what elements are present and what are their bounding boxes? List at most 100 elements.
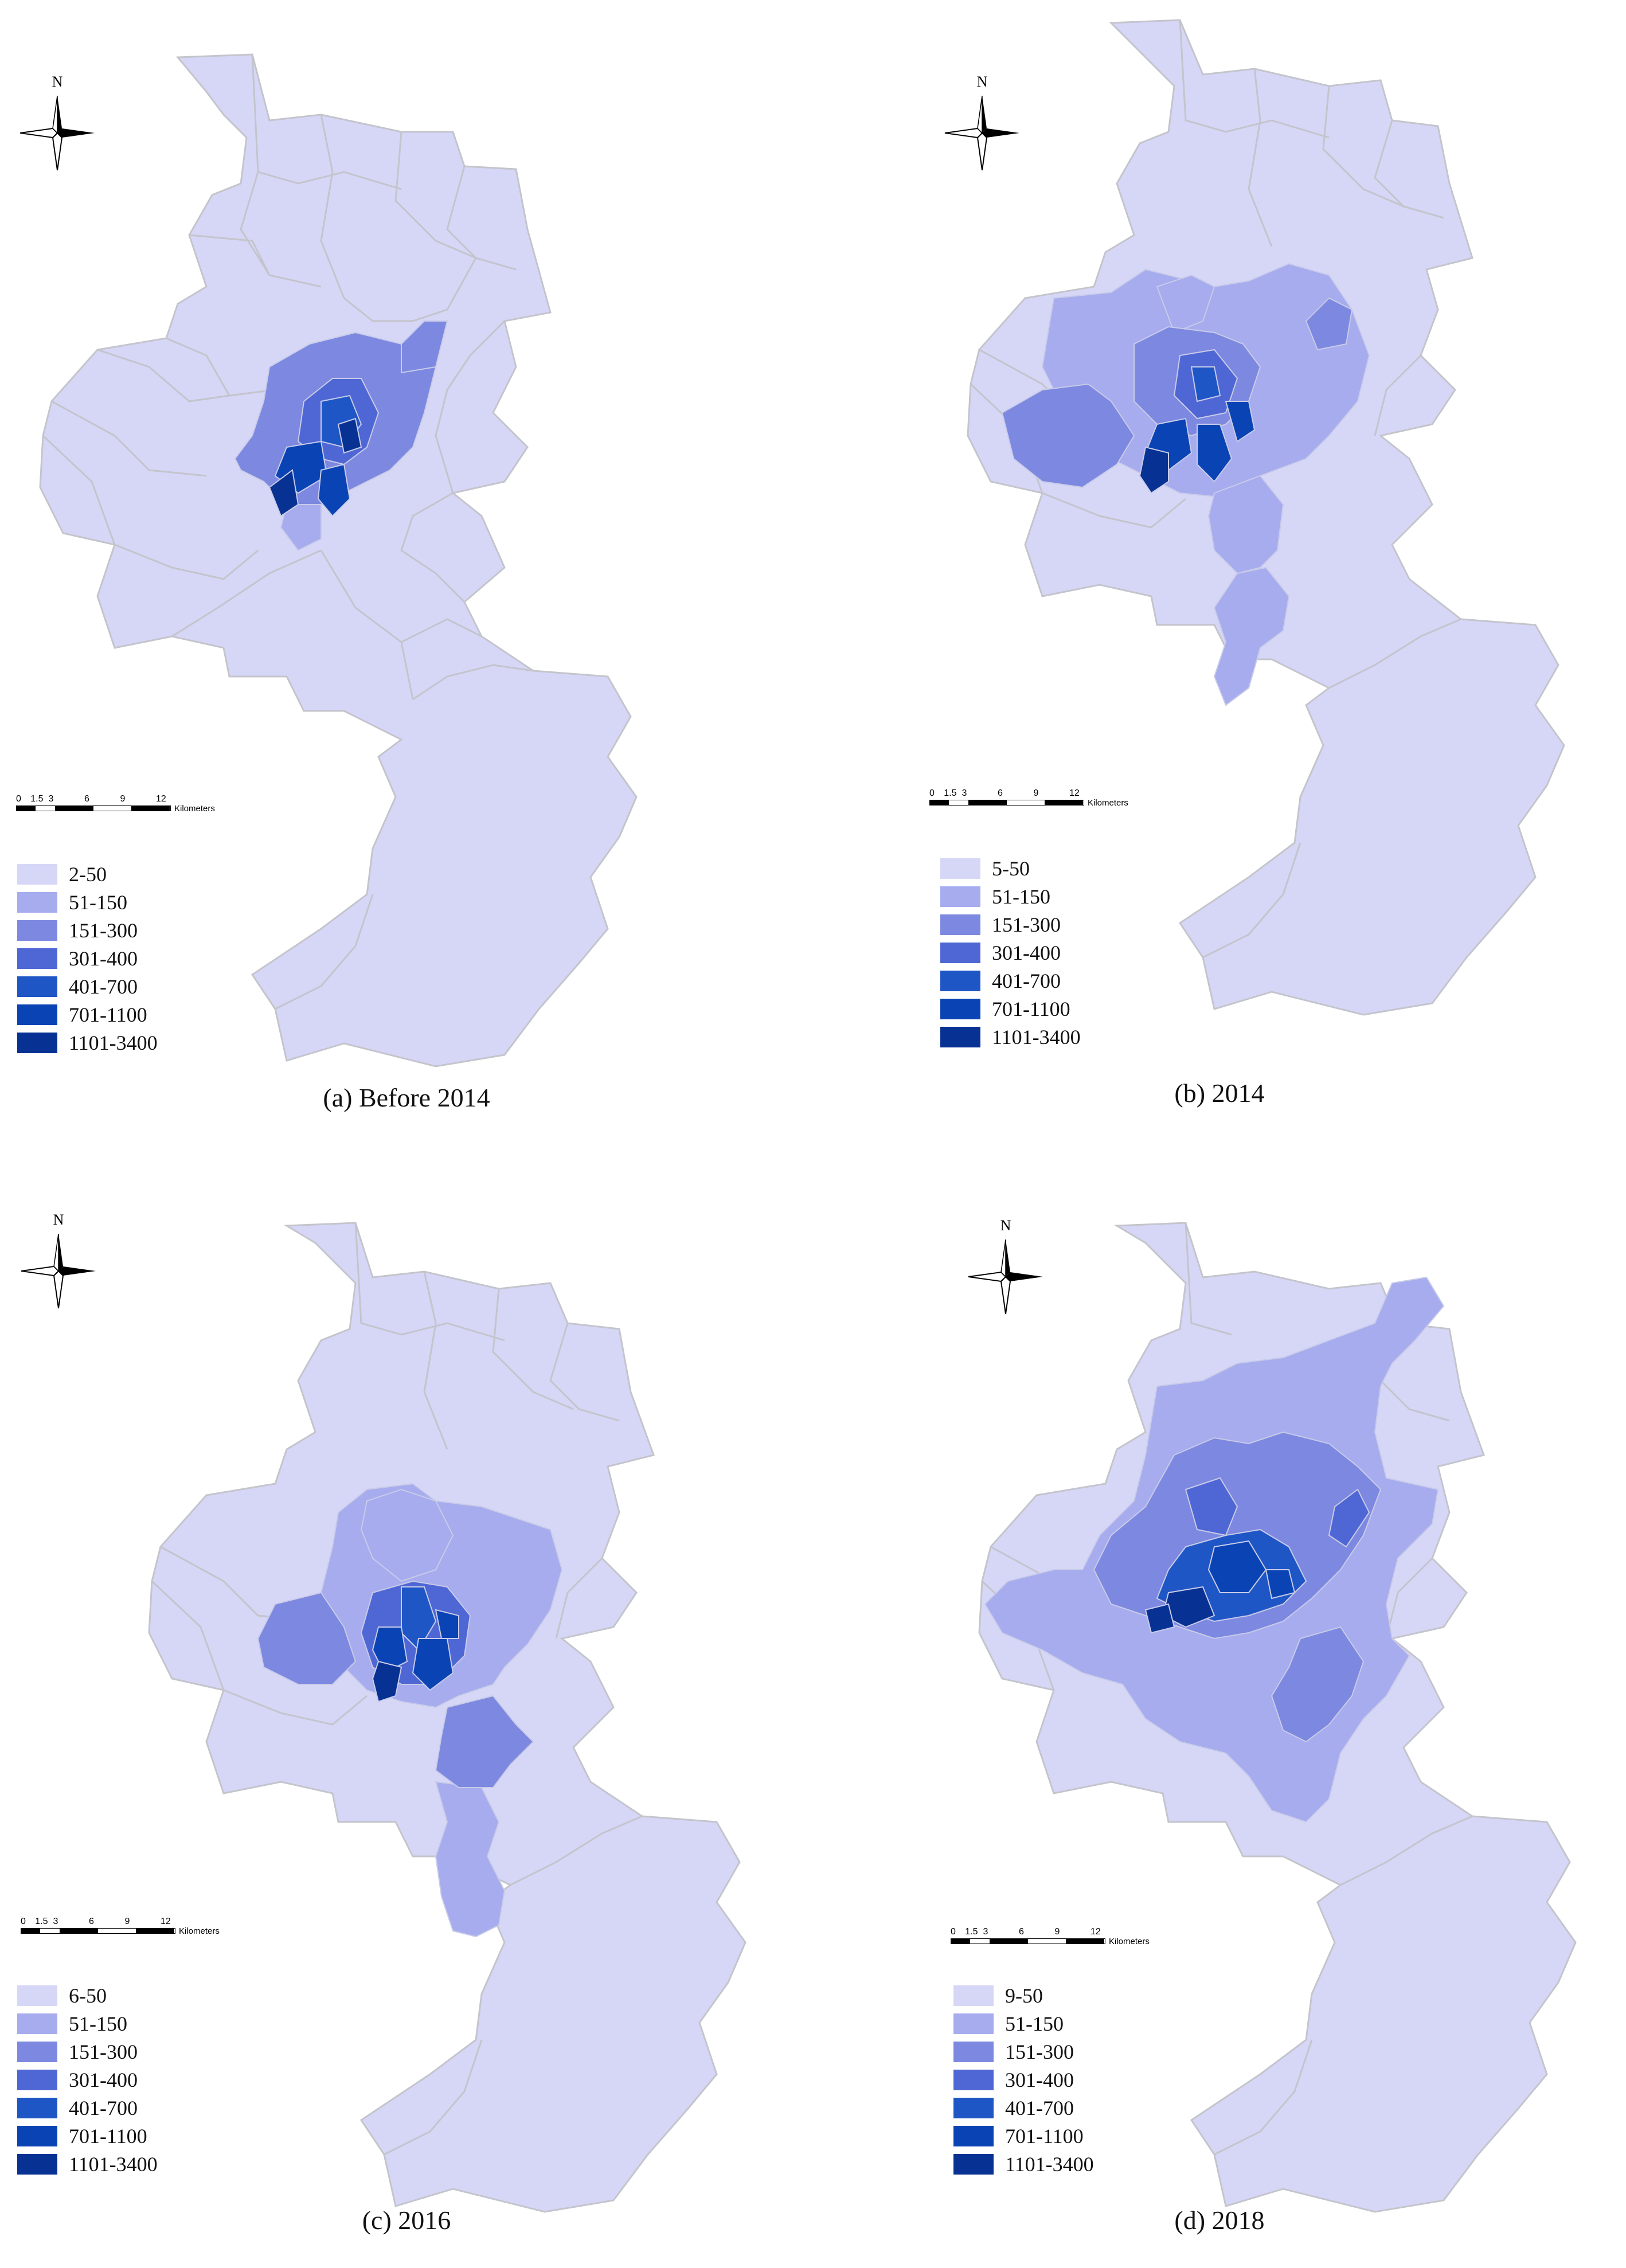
scale-tick-label: 12 — [156, 794, 166, 804]
scale-tick-label: 1.5 — [965, 1927, 978, 1937]
legend-item: 301-400 — [17, 2066, 224, 2094]
legend-label: 6-50 — [69, 1984, 107, 2007]
scale-tick-label: 0 — [929, 788, 935, 798]
legend-item: 151-300 — [940, 910, 1147, 939]
legend-swatch — [940, 970, 980, 991]
legend-item: 701-1100 — [17, 2122, 224, 2150]
scale-tick-label: 12 — [1069, 788, 1080, 798]
legend-item: 51-150 — [17, 2009, 224, 2038]
scale-tick-label: 12 — [161, 1917, 171, 1926]
legend-label: 701-1100 — [1005, 2124, 1084, 2148]
legend-label: 301-400 — [69, 2068, 138, 2091]
legend-label: 401-700 — [69, 2096, 138, 2120]
scale-unit: Kilometers — [179, 1926, 220, 1936]
scale-tick-label: 12 — [1090, 1927, 1101, 1937]
map-panel-2014: N 0 1.5 3 6 9 12 Kilometers 5-50 51-150 151-300… — [813, 0, 1626, 1134]
legend-swatch — [17, 2125, 57, 2146]
legend-swatch — [940, 1026, 980, 1047]
legend: 5-50 51-150 151-300 301-400 401-700 701-1100 1… — [940, 854, 1147, 1051]
scale-segment — [930, 800, 949, 805]
legend-swatch — [17, 948, 57, 969]
scale-tick-label: 3 — [48, 794, 54, 804]
legend-label: 1101-3400 — [69, 1031, 158, 1054]
scale-segment — [40, 1929, 60, 1933]
legend-label: 401-700 — [992, 969, 1061, 992]
scale-tick-label: 9 — [1054, 1927, 1060, 1937]
scale-tick-label: 0 — [951, 1927, 956, 1937]
legend-label: 1101-3400 — [1005, 2152, 1094, 2176]
legend-swatch — [953, 2041, 994, 2062]
legend-swatch — [940, 886, 980, 907]
legend-swatch — [953, 2069, 994, 2090]
scale-segment — [93, 806, 132, 811]
legend-swatch — [953, 1985, 994, 2006]
scale-tick-label: 9 — [124, 1917, 130, 1926]
legend-label: 301-400 — [1005, 2068, 1074, 2091]
north-label: N — [976, 73, 988, 90]
legend-label: 701-1100 — [69, 2124, 147, 2148]
legend-item: 51-150 — [953, 2009, 1160, 2038]
legend-item: 51-150 — [17, 888, 224, 916]
scale-segment — [36, 806, 55, 811]
legend-swatch — [940, 858, 980, 879]
panel-caption: (b) 2014 — [1174, 1078, 1265, 1108]
north-arrow: N — [966, 1217, 1046, 1326]
scale-unit: Kilometers — [174, 804, 215, 814]
density-center-cluster — [257, 1483, 563, 1938]
scale-segment — [1006, 800, 1045, 805]
legend-label: 5-50 — [992, 857, 1030, 880]
legend-item: 1101-3400 — [17, 1029, 224, 1057]
scale-tick-label: 6 — [89, 1917, 94, 1926]
legend-swatch — [953, 2013, 994, 2034]
scale-segment — [131, 806, 170, 811]
choropleth-map — [39, 53, 638, 1067]
legend-label: 701-1100 — [992, 997, 1070, 1020]
map-panel-2018: N 0 1.5 3 6 9 12 Kilometers 9-50 51-150 151-300… — [813, 1134, 1626, 2268]
scale-tick-label: 3 — [983, 1927, 988, 1937]
legend-swatch — [953, 2153, 994, 2175]
scale-bar: 0 1.5 3 6 9 12 Kilometers — [21, 1917, 220, 1939]
scale-tick-label: 0 — [21, 1917, 26, 1926]
compass-rose-icon — [968, 1239, 1043, 1315]
density-center-cluster — [984, 1276, 1445, 1823]
legend-label: 151-300 — [992, 913, 1061, 936]
legend-label: 51-150 — [69, 890, 127, 914]
choropleth-map — [967, 19, 1565, 1016]
scale-segment — [97, 1929, 136, 1933]
legend-label: 701-1100 — [69, 1003, 147, 1026]
legend-label: 151-300 — [69, 2040, 138, 2063]
density-center-cluster — [234, 320, 448, 552]
legend-item: 9-50 — [953, 1981, 1160, 2009]
scale-segment — [951, 1939, 971, 1944]
legend-swatch — [17, 2013, 57, 2034]
scale-tick-label: 6 — [1019, 1927, 1024, 1937]
scale-tick-label: 3 — [961, 788, 967, 798]
region-outline — [39, 53, 638, 1067]
scale-segment — [989, 1939, 1028, 1944]
north-arrow: N — [17, 73, 97, 182]
choropleth-map — [148, 1222, 746, 2213]
legend-item: 6-50 — [17, 1981, 224, 2009]
legend-item: 401-700 — [940, 967, 1147, 995]
legend-label: 301-400 — [992, 941, 1061, 964]
map-panel-2016: N 0 1.5 3 6 9 12 Kilometers 6-50 51-150 151-300… — [0, 1134, 813, 2268]
scale-segment — [21, 1929, 41, 1933]
legend-swatch — [940, 942, 980, 963]
panel-caption: (a) Before 2014 — [323, 1083, 490, 1112]
legend: 9-50 51-150 151-300 301-400 401-700 701-1100 1… — [953, 1981, 1160, 2178]
legend-swatch — [17, 1032, 57, 1053]
district-boundaries — [151, 1222, 643, 2156]
legend-swatch — [940, 998, 980, 1019]
legend-label: 51-150 — [69, 2012, 127, 2035]
legend-swatch — [17, 1004, 57, 1025]
compass-rose-icon — [944, 95, 1019, 171]
legend-swatch — [17, 863, 57, 885]
legend-swatch — [17, 2069, 57, 2090]
legend-label: 51-150 — [992, 885, 1050, 908]
scale-segment — [1045, 800, 1083, 805]
legend-label: 51-150 — [1005, 2012, 1064, 2035]
scale-segment — [949, 800, 968, 805]
legend-label: 401-700 — [69, 975, 138, 998]
legend-item: 301-400 — [17, 944, 224, 972]
legend-swatch — [953, 2097, 994, 2118]
